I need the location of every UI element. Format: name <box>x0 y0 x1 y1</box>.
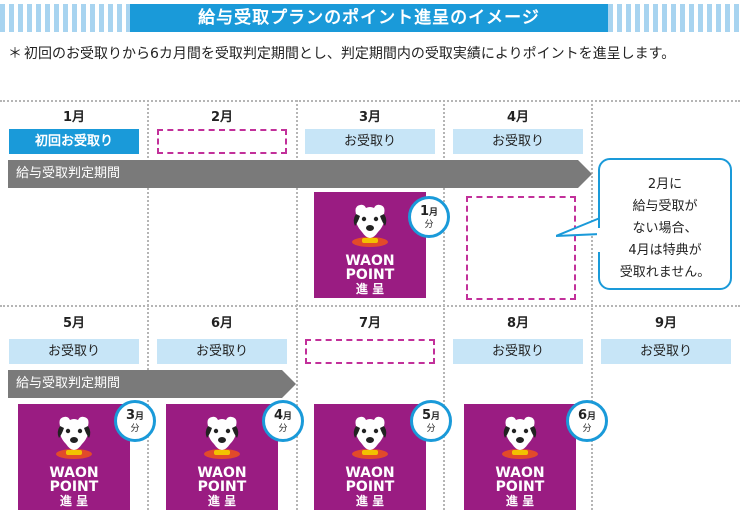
waon-point-label: WAON POINT 進 呈 <box>314 466 426 508</box>
waon-text: WAON <box>49 465 99 481</box>
dog-logo-icon <box>502 416 538 459</box>
waon-point-label: WAON POINT 進 呈 <box>18 466 130 508</box>
dog-logo-icon <box>204 416 240 459</box>
callout-bubble: 2月に 給与受取が ない場合、 4月は特典が 受取れません。 <box>598 158 732 290</box>
month-badge: 1月 分 <box>408 196 450 238</box>
waon-text: WAON <box>345 465 395 481</box>
grid-hline <box>0 100 740 102</box>
badge-month: 5 <box>421 408 432 423</box>
badge-suffix: 分 <box>278 424 288 434</box>
badge-unit: 月 <box>283 412 293 422</box>
grant-text: 進 呈 <box>207 494 237 508</box>
judgement-period-arrow: 給与受取判定期間 <box>8 160 592 188</box>
dog-logo-icon <box>352 416 388 459</box>
badge-suffix: 分 <box>582 424 592 434</box>
waon-point-card: WAON POINT 進 呈 <box>314 192 426 298</box>
badge-unit: 月 <box>135 412 145 422</box>
month-label: 4月 <box>506 110 530 125</box>
point-text: POINT <box>495 479 545 495</box>
badge-suffix: 分 <box>424 220 434 230</box>
badge-month: 4 <box>273 408 284 423</box>
waon-point-card: WAON POINT 進 呈 <box>166 404 278 510</box>
point-text: POINT <box>345 267 395 283</box>
month-badge: 4月 分 <box>262 400 304 442</box>
missing-point-box <box>466 196 576 300</box>
waon-text: WAON <box>345 253 395 269</box>
grant-text: 進 呈 <box>355 282 385 296</box>
waon-point-card: WAON POINT 進 呈 <box>18 404 130 510</box>
receipt-cell: お受取り <box>9 339 139 364</box>
month-label: 8月 <box>506 316 530 331</box>
title-stripes-right <box>608 4 740 32</box>
month-label: 7月 <box>358 316 382 331</box>
receipt-cell-first: 初回お受取り <box>9 129 139 154</box>
waon-text: WAON <box>495 465 545 481</box>
receipt-cell-empty <box>157 129 287 154</box>
badge-month: 3 <box>125 408 136 423</box>
receipt-cell: お受取り <box>157 339 287 364</box>
grant-text: 進 呈 <box>355 494 385 508</box>
badge-suffix: 分 <box>426 424 436 434</box>
grant-text: 進 呈 <box>59 494 89 508</box>
month-badge: 3月 分 <box>114 400 156 442</box>
receipt-cell: お受取り <box>453 129 583 154</box>
waon-point-label: WAON POINT 進 呈 <box>314 254 426 296</box>
month-label: 6月 <box>210 316 234 331</box>
month-badge: 5月 分 <box>410 400 452 442</box>
month-label: 5月 <box>62 316 86 331</box>
month-label: 9月 <box>654 316 678 331</box>
point-text: POINT <box>49 479 99 495</box>
grid-hline <box>0 305 740 307</box>
badge-month: 1 <box>419 204 430 219</box>
month-label: 2月 <box>210 110 234 125</box>
note-text: 初回のお受取りから6カ月間を受取判定期間とし、判定期間内の受取実績によりポイント… <box>24 46 676 62</box>
page-title: 給与受取プランのポイント進呈のイメージ <box>130 4 608 32</box>
dog-logo-icon <box>352 204 388 247</box>
point-text: POINT <box>345 479 395 495</box>
callout-line: 給与受取が <box>632 199 698 214</box>
title-stripes-left <box>0 4 130 32</box>
month-badge: 6月 分 <box>566 400 608 442</box>
callout-line: 4月は特典が <box>628 243 702 258</box>
month-label: 3月 <box>358 110 382 125</box>
dog-logo-icon <box>56 416 92 459</box>
waon-text: WAON <box>197 465 247 481</box>
judgement-period-arrow: 給与受取判定期間 <box>8 370 296 398</box>
month-label: 1月 <box>62 110 86 125</box>
grant-text: 進 呈 <box>505 494 535 508</box>
badge-unit: 月 <box>587 412 597 422</box>
callout-seam <box>597 228 601 252</box>
badge-month: 6 <box>577 408 588 423</box>
callout-line: 2月に <box>647 177 683 192</box>
note-mark: ＊ <box>8 46 22 62</box>
callout-tail <box>556 216 601 237</box>
badge-unit: 月 <box>429 208 439 218</box>
receipt-cell: お受取り <box>305 129 435 154</box>
badge-suffix: 分 <box>130 424 140 434</box>
callout-line: ない場合、 <box>632 221 698 236</box>
waon-point-card: WAON POINT 進 呈 <box>464 404 576 510</box>
point-text: POINT <box>197 479 247 495</box>
badge-unit: 月 <box>431 412 441 422</box>
waon-point-card: WAON POINT 進 呈 <box>314 404 426 510</box>
waon-point-label: WAON POINT 進 呈 <box>166 466 278 508</box>
receipt-cell: お受取り <box>601 339 731 364</box>
receipt-cell: お受取り <box>453 339 583 364</box>
note: ＊ 初回のお受取りから6カ月間を受取判定期間とし、判定期間内の受取実績によりポイ… <box>8 42 733 66</box>
waon-point-label: WAON POINT 進 呈 <box>464 466 576 508</box>
callout-line: 受取れません。 <box>619 265 711 280</box>
receipt-cell-empty <box>305 339 435 364</box>
